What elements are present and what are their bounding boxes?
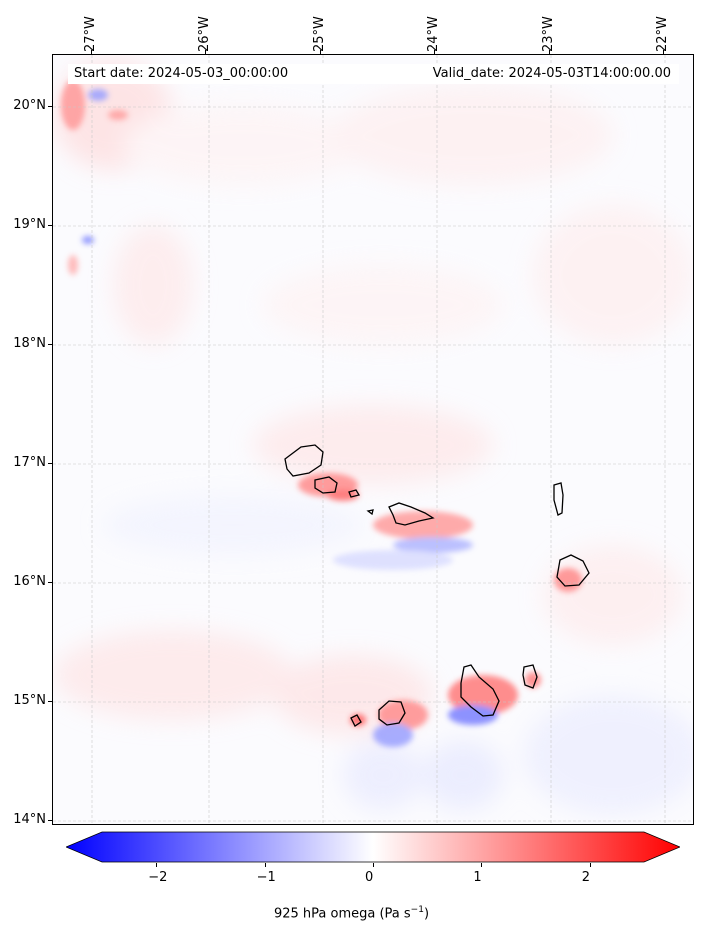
colorbar-title-end: ) (423, 906, 430, 922)
colorbar-tick-label: −1 (256, 870, 276, 885)
lat-tick (48, 701, 52, 702)
lat-label: 15°N (13, 693, 46, 708)
colorbar-gradient (64, 831, 682, 863)
colorbar-tick (156, 863, 158, 867)
colorbar-tick-label: 1 (473, 870, 482, 885)
lat-label: 18°N (13, 336, 46, 351)
island-maio (522, 664, 538, 689)
lon-tick (319, 50, 321, 54)
lat-label: 14°N (13, 812, 46, 827)
island-santo-antao (284, 444, 324, 477)
omega-field-map (53, 55, 693, 824)
island-boa-vista (556, 554, 590, 587)
info-bar (68, 64, 679, 84)
omega-field (53, 60, 693, 815)
island-fogo (378, 700, 406, 726)
lon-tick (91, 50, 92, 54)
lon-tick (663, 50, 664, 54)
lon-label: 27°W (83, 16, 98, 52)
colorbar-tick-label: 0 (365, 870, 374, 885)
lat-label: 17°N (13, 455, 46, 470)
lat-label: 19°N (13, 217, 46, 232)
lon-label: 23°W (540, 16, 556, 52)
island-santiago (460, 664, 500, 717)
colorbar-body (64, 831, 682, 863)
lon-tick (434, 50, 436, 54)
lon-label: 24°W (426, 16, 442, 52)
start-date-label: Start date: 2024-05-03_00:00:00 (74, 66, 289, 81)
valid-date-label: Valid_date: 2024-05-03T14:00:00.00 (432, 66, 671, 81)
island-sao-nicolau (388, 502, 435, 526)
lat-label: 20°N (13, 98, 46, 113)
lat-tick (48, 582, 52, 583)
lon-tick (205, 50, 207, 54)
colorbar-tick-label: −2 (148, 870, 168, 885)
lon-label: 22°W (655, 16, 670, 52)
lon-label: 26°W (197, 16, 213, 52)
lat-tick (48, 820, 52, 821)
island-branco (366, 509, 374, 516)
colorbar-title: 925 hPa omega (Pa s−1) (0, 905, 703, 921)
map-panel (52, 54, 694, 825)
colorbar-title-exponent: −1 (410, 905, 424, 915)
lat-tick (48, 463, 52, 464)
lon-label: 25°W (311, 16, 327, 52)
island-sao-vicente (314, 476, 338, 494)
colorbar-tick (589, 863, 591, 867)
lat-tick (48, 225, 52, 226)
colorbar-tick (264, 863, 266, 867)
island-brava (350, 714, 362, 727)
colorbar-tick-label: 2 (581, 870, 591, 885)
lat-tick (48, 106, 52, 107)
lat-tick (48, 344, 52, 345)
lat-label: 16°N (13, 574, 46, 589)
lon-tick (548, 50, 550, 54)
colorbar-tick (373, 863, 374, 867)
gridlines (53, 55, 693, 824)
colorbar-title-main: 925 hPa omega (Pa s (273, 906, 411, 922)
colorbar-tick (481, 863, 483, 867)
colorbar (64, 830, 682, 864)
coastlines (284, 444, 590, 727)
island-sal (553, 482, 564, 516)
island-santa-luzia (348, 489, 361, 498)
